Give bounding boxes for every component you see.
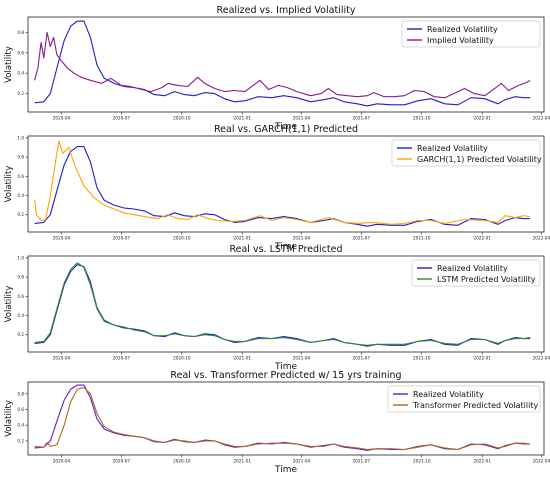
x-tick-label: 2021-10 [413,459,431,464]
y-axis-label: Volatility [4,46,14,83]
x-tick-label: 2021-01 [234,236,252,241]
legend-box [411,259,541,287]
x-tick-label: 2022-04 [533,236,550,241]
x-tick-label: 2020-04 [53,236,71,241]
plot-frame [27,16,545,113]
legend-label: Transformer Predicted Volatility [412,401,538,410]
x-tick-label: 2021-10 [413,236,431,241]
plot-frame [27,255,545,353]
plot-frame [27,381,545,456]
y-tick-label: 0.2 [17,91,24,96]
x-tick-label: 2022-04 [533,356,550,361]
x-tick-label: 2020-07 [113,459,131,464]
legend-box [387,385,541,413]
x-tick-label: 2021-10 [413,116,431,121]
legend-label: Realized Volatility [427,25,498,34]
y-tick-label: 0.2 [17,332,24,337]
chart-panel-2: Real vs. GARCH(1,1) Predicted 0.2 0.4 0.6 0.… [4,124,550,252]
chart-title: Realized vs. Implied Volatility [217,5,356,16]
x-tick-label: 2021-07 [353,236,371,241]
y-tick-label: 0.8 [17,155,24,160]
x-tick-label: 2021-04 [293,356,311,361]
x-tick-label: 2022-01 [473,116,491,121]
x-tick-label: 2020-10 [173,116,191,121]
y-tick-label: 0.6 [17,50,24,55]
x-tick-label: 2021-01 [234,459,252,464]
y-tick-label: 0.2 [17,212,24,217]
chart-panel-3: Real vs. LSTM Predicted 0.2 0.4 0.6 0.8 1.0 20… [4,244,550,372]
legend: Realized Volatility LSTM Predicted Volati… [411,259,541,287]
x-axis-label: Time [274,362,297,372]
y-tick-label: 0.8 [17,30,24,35]
y-axis-label: Volatility [4,400,14,437]
series-line-1 [34,20,531,107]
x-tick-label: 2020-10 [173,356,191,361]
x-axis-label: Time [274,242,297,252]
legend-label: Implied Volatility [427,36,494,45]
legend-label: LSTM Predicted Volatility [437,275,536,284]
series-line-2 [34,140,531,225]
legend: Realized Volatility Implied Volatility [401,20,541,48]
series-line-1 [34,146,531,227]
y-tick-label: 0.6 [17,407,24,412]
y-tick-label: 1.0 [17,135,24,140]
y-tick-label: 0.4 [17,193,24,198]
x-tick-label: 2020-10 [173,459,191,464]
x-tick-label: 2020-10 [173,236,191,241]
chart-panel-4: Real vs. Transformer Predicted w/ 15 yrs… [4,370,550,475]
legend-label: Realized Volatility [437,264,508,273]
series-line-2 [34,31,531,99]
series-line-2 [34,262,531,346]
y-tick-label: 0.4 [17,71,24,76]
x-tick-label: 2021-04 [293,236,311,241]
x-axis-label: Time [274,465,297,475]
y-tick-label: 0.6 [17,294,24,299]
x-tick-label: 2021-07 [353,459,371,464]
chart-title: Real vs. LSTM Predicted [229,244,342,255]
series-line-2 [34,386,531,451]
y-tick-label: 0.8 [17,391,24,396]
x-tick-label: 2022-04 [533,116,550,121]
y-tick-label: 0.8 [17,275,24,280]
y-tick-label: 0.4 [17,313,24,318]
x-tick-label: 2021-07 [353,356,371,361]
x-axis-label: Time [274,122,297,132]
x-tick-label: 2020-07 [113,356,131,361]
y-tick-label: 0.6 [17,174,24,179]
y-axis-label: Volatility [4,166,14,203]
x-tick-label: 2021-04 [293,459,311,464]
x-tick-label: 2022-04 [533,459,550,464]
x-tick-label: 2021-04 [293,116,311,121]
x-tick-label: 2020-07 [113,236,131,241]
legend-box [391,139,541,167]
x-tick-label: 2020-04 [53,116,71,121]
x-tick-label: 2022-01 [473,236,491,241]
y-tick-label: 0.2 [17,438,24,443]
x-tick-label: 2021-01 [234,116,252,121]
x-tick-label: 2020-04 [53,356,71,361]
chart-panel-1: Realized vs. Implied Volatility 0.2 0.4 0.6… [4,5,550,132]
x-tick-label: 2022-01 [473,459,491,464]
x-tick-label: 2021-07 [353,116,371,121]
legend-label: GARCH(1,1) Predicted Volatility [417,155,542,164]
legend-box [401,20,541,48]
legend: Realized Volatility GARCH(1,1) Predicted … [391,139,542,167]
legend: Realized Volatility Transformer Predicted… [387,385,541,413]
x-tick-label: 2020-07 [113,116,131,121]
x-tick-label: 2022-01 [473,356,491,361]
chart-title: Real vs. Transformer Predicted w/ 15 yrs… [170,370,401,381]
x-tick-label: 2021-10 [413,356,431,361]
y-axis-label: Volatility [4,286,14,323]
plot-frame [27,135,545,233]
x-tick-label: 2020-04 [53,459,71,464]
y-tick-label: 1.0 [17,255,24,260]
chart-title: Real vs. GARCH(1,1) Predicted [214,124,358,135]
legend-label: Realized Volatility [417,144,488,153]
x-tick-label: 2021-01 [234,356,252,361]
y-tick-label: 0.4 [17,423,24,428]
legend-label: Realized Volatility [413,390,484,399]
